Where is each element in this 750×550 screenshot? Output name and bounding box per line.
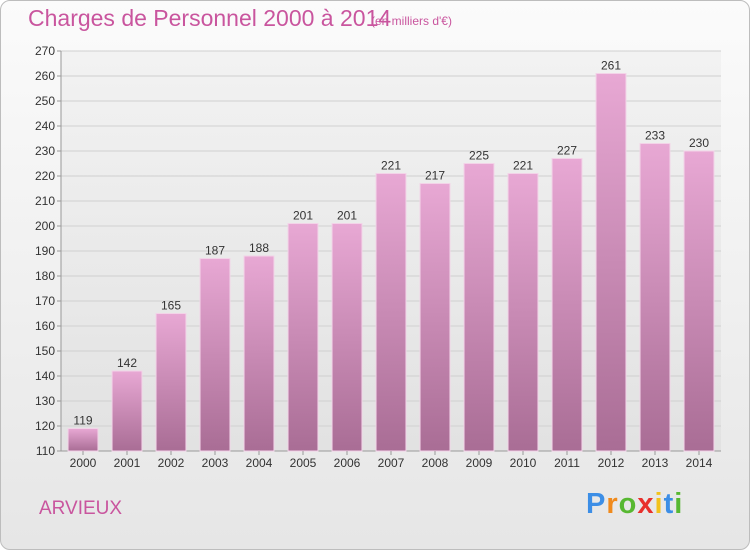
data-label: 261: [601, 59, 621, 73]
x-tick-label: 2001: [114, 456, 141, 470]
data-label: 201: [293, 209, 313, 223]
y-tick-label: 240: [35, 119, 55, 133]
x-tick-label: 2005: [290, 456, 317, 470]
data-label: 227: [557, 144, 577, 158]
bar-2011: [551, 158, 583, 452]
bars: 119 142 165 187 188 201 201 221 217 225 221 227 261 2…: [67, 59, 715, 452]
bar-2013: [639, 143, 671, 452]
bar-2003: [199, 258, 231, 452]
logo-letter: t: [663, 488, 675, 520]
commune-name: ARVIEUX: [39, 498, 123, 519]
bar-2012: [595, 73, 627, 452]
data-label: 230: [689, 136, 709, 150]
bar-2005: [287, 223, 319, 452]
y-tick-label: 250: [35, 94, 55, 108]
y-tick-label: 230: [35, 144, 55, 158]
data-label: 142: [117, 356, 137, 370]
data-label: 188: [249, 241, 269, 255]
x-tick-label: 2009: [466, 456, 493, 470]
x-tick-label: 2014: [686, 456, 713, 470]
data-label: 225: [469, 149, 489, 163]
x-tick-label: 2000: [70, 456, 97, 470]
data-label: 119: [73, 414, 92, 428]
bar-2001: [111, 370, 143, 452]
data-label: 165: [161, 299, 181, 313]
x-tick-label: 2003: [202, 456, 229, 470]
x-tick-label: 2012: [598, 456, 625, 470]
chart-title: Charges de Personnel 2000 à 2014: [28, 5, 392, 31]
bar-2007: [375, 173, 407, 452]
x-tick-label: 2008: [422, 456, 449, 470]
y-tick-label: 190: [35, 244, 55, 258]
y-tick-label: 150: [35, 344, 55, 358]
bar-2006: [331, 223, 363, 452]
chart-unit: (en milliers d'€): [371, 14, 452, 28]
bar-2009: [463, 163, 495, 452]
y-tick-label: 200: [35, 219, 55, 233]
x-axis: 2000 2001 2002 2003 2004 2005 2006 2007 2008 2009…: [70, 451, 713, 470]
y-tick-label: 260: [35, 69, 55, 83]
data-label: 201: [337, 209, 357, 223]
y-tick-label: 130: [35, 394, 55, 408]
logo-letter: r: [606, 488, 619, 520]
proxiti-logo: Proxiti: [586, 488, 683, 521]
y-tick-label: 160: [35, 319, 55, 333]
x-tick-label: 2011: [554, 456, 580, 470]
bar-2000: [67, 428, 99, 452]
y-tick-label: 270: [35, 44, 55, 58]
y-tick-label: 220: [35, 169, 55, 183]
x-tick-label: 2004: [246, 456, 273, 470]
x-tick-label: 2007: [378, 456, 405, 470]
data-label: 187: [205, 244, 225, 258]
logo-letter: o: [618, 488, 638, 520]
y-tick-label: 180: [35, 269, 55, 283]
bar-2002: [155, 313, 187, 452]
x-tick-label: 2006: [334, 456, 361, 470]
data-label: 233: [645, 129, 665, 143]
y-tick-label: 170: [35, 294, 55, 308]
logo-letter: i: [674, 488, 684, 520]
bar-2004: [243, 255, 275, 452]
logo-letter: P: [586, 488, 607, 520]
data-label: 217: [425, 169, 445, 183]
data-label: 221: [381, 159, 401, 173]
y-tick-label: 210: [35, 194, 55, 208]
y-tick-label: 110: [36, 444, 55, 458]
bar-2010: [507, 173, 539, 452]
logo-letter: i: [654, 488, 664, 520]
data-label: 221: [513, 159, 533, 173]
y-tick-label: 120: [35, 419, 55, 433]
bar-2014: [683, 150, 715, 452]
bar-2008: [419, 183, 451, 452]
x-tick-label: 2002: [158, 456, 185, 470]
x-tick-label: 2013: [642, 456, 669, 470]
x-tick-label: 2010: [510, 456, 537, 470]
y-tick-label: 140: [35, 369, 55, 383]
logo-letter: x: [637, 488, 655, 520]
